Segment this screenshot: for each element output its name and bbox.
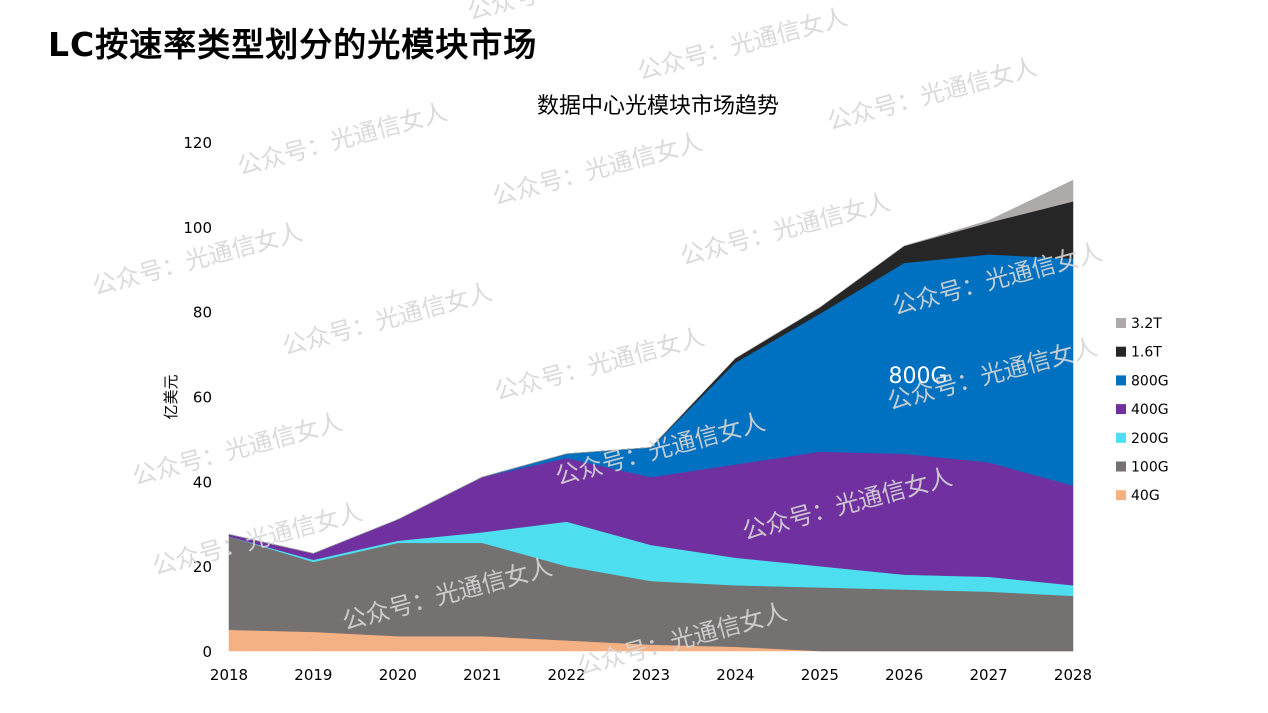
legend-swatch-200g [1116,432,1126,443]
legend: 3.2T 1.6T 800G 400G 200G 100G 40G [1116,316,1169,504]
watermark-text: 公众号：光通信女人 [634,3,850,86]
legend-label-400g: 400G [1131,402,1169,418]
x-tick-label: 2027 [970,666,1008,684]
x-tick-label: 2019 [294,666,332,684]
series-annotation-800g: 800G [888,364,947,389]
y-axis-ticks: 0 20 40 60 80 100 120 [183,134,212,661]
page-title: LC按速率类型划分的光模块市场 [48,25,538,64]
watermark-text: 公众号：光通信女人 [464,0,680,26]
y-tick-label: 20 [193,558,212,576]
area-series-group [228,179,1074,652]
x-tick-label: 2028 [1054,666,1092,684]
x-axis-ticks: 2018 2019 2020 2021 2022 2023 2024 2025 2026 2027… [210,666,1092,684]
watermark-text: 公众号：光通信女人 [824,53,1040,136]
legend-swatch-400g [1116,404,1126,415]
y-tick-label: 0 [202,643,212,661]
x-tick-label: 2021 [463,666,501,684]
watermark-text: 公众号：光通信女人 [677,188,893,271]
x-tick-label: 2023 [632,666,670,684]
legend-label-800g: 800G [1131,373,1169,389]
x-tick-label: 2020 [379,666,417,684]
y-tick-label: 60 [193,389,212,407]
area-series-3-2t [228,179,1074,554]
watermark-text: 公众号：光通信女人 [279,278,495,361]
watermark-text: 公众号：光通信女人 [489,128,705,211]
legend-swatch-100g [1116,461,1126,472]
x-tick-label: 2025 [801,666,839,684]
y-tick-label: 100 [183,219,212,237]
legend-swatch-1-6t [1116,346,1126,357]
x-tick-label: 2024 [716,666,754,684]
watermark-text: 公众号：光通信女人 [491,323,707,406]
watermark-text: 公众号：光通信女人 [234,98,450,181]
y-axis-label: 亿美元 [162,374,180,419]
legend-label-1-6t: 1.6T [1131,345,1162,361]
x-tick-label: 2026 [885,666,923,684]
legend-swatch-800g [1116,375,1126,386]
legend-swatch-40g [1116,490,1126,501]
chart-title: 数据中心光模块市场趋势 [537,94,779,119]
y-tick-label: 40 [193,473,212,491]
legend-label-3-2t: 3.2T [1131,316,1162,332]
x-tick-label: 2022 [548,666,586,684]
y-tick-label: 80 [193,304,212,322]
legend-label-200g: 200G [1131,431,1169,447]
legend-swatch-3-2t [1116,318,1126,328]
legend-label-40g: 40G [1131,488,1160,504]
legend-label-100g: 100G [1131,460,1169,476]
x-tick-label: 2018 [210,666,248,684]
y-tick-label: 120 [183,134,212,152]
